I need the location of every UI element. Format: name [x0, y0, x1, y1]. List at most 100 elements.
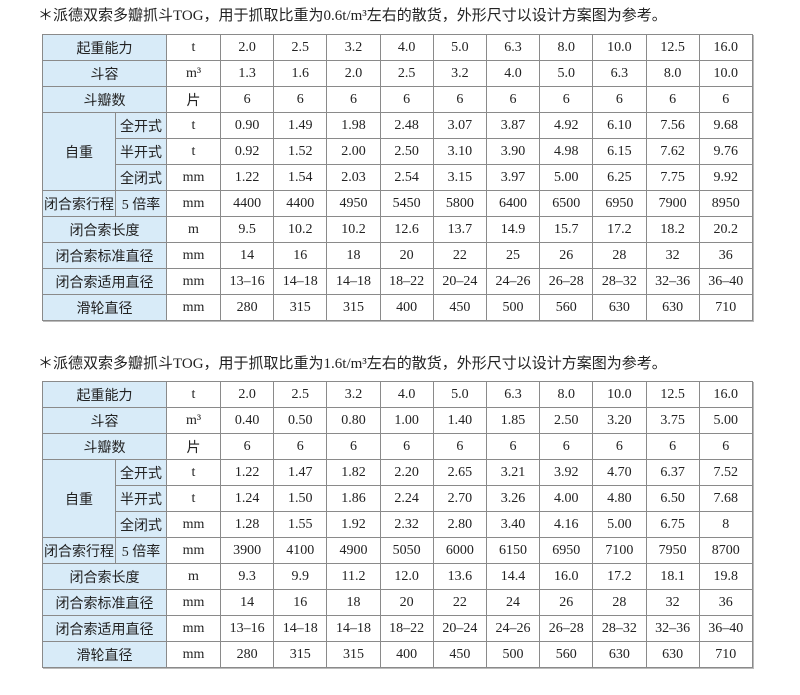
table-cell: 6 [326, 86, 381, 113]
table-cell: 16.0 [698, 34, 753, 61]
table-cell: 28 [592, 242, 647, 269]
table-cell: 4.00 [539, 485, 594, 512]
table-row: 起重能力 t 2.0 2.5 3.2 4.0 5.0 6.3 8.0 10.0 12.5 16.0 [42, 34, 753, 61]
table-cell: 0.92 [219, 138, 275, 165]
table-cell: 10.0 [592, 381, 647, 408]
table-cell: 10.0 [698, 60, 753, 87]
table-cell: 6 [379, 433, 434, 460]
table-cell: 7.75 [645, 164, 700, 191]
row-sublabel: 5 倍率 [115, 190, 167, 217]
row-unit: mm [166, 268, 221, 295]
table-row: 半开式 t 0.92 1.52 2.00 2.50 3.10 3.90 4.98 6.15 7.62… [43, 138, 753, 165]
row-unit: m³ [166, 407, 221, 434]
row-unit: mm [166, 589, 221, 616]
table-cell: 32 [645, 589, 700, 616]
table-cell: 32 [645, 242, 700, 269]
table-cell: 0.90 [219, 112, 275, 139]
table-cell: 710 [698, 294, 753, 321]
table-cell: 5.00 [698, 407, 753, 434]
table-cell: 36–40 [698, 615, 753, 642]
row-unit: t [166, 138, 221, 165]
table-cell: 24–26 [485, 268, 541, 295]
table-cell: 1.55 [273, 511, 328, 538]
row-label: 斗瓣数 [42, 433, 167, 460]
table-cell: 26–28 [539, 268, 594, 295]
table-cell: 2.0 [219, 381, 275, 408]
table-cell: 16.0 [539, 563, 594, 590]
table-cell: 5450 [379, 190, 434, 217]
table-cell: 6400 [485, 190, 541, 217]
table-cell: 6.25 [592, 164, 647, 191]
table-row: 全闭式 mm 1.28 1.55 1.92 2.32 2.80 3.40 4.16 5.00 6.7… [43, 511, 753, 538]
table-row: 闭合索长度 m 9.5 10.2 10.2 12.6 13.7 14.9 15.7 17.2 18.… [42, 216, 753, 243]
row-unit: mm [166, 511, 221, 538]
table-cell: 2.5 [379, 60, 434, 87]
table-cell: 18–22 [379, 268, 434, 295]
table-cell: 24–26 [485, 615, 541, 642]
table-cell: 1.50 [273, 485, 328, 512]
table-cell: 2.5 [273, 381, 328, 408]
table-cell: 6 [432, 86, 487, 113]
table-cell: 20 [379, 242, 434, 269]
table-cell: 8700 [698, 537, 753, 564]
table-cell: 6.10 [592, 112, 647, 139]
table-cell: 1.40 [432, 407, 487, 434]
table-cell: 710 [698, 641, 753, 668]
table-cell: 14–18 [273, 268, 328, 295]
table-cell: 6.75 [645, 511, 700, 538]
table-cell: 6950 [539, 537, 594, 564]
table-cell: 32–36 [645, 615, 700, 642]
table-cell: 3.10 [432, 138, 487, 165]
table-cell: 14.4 [485, 563, 541, 590]
table-cell: 630 [645, 294, 700, 321]
table-cell: 4400 [219, 190, 275, 217]
table-cell: 6 [698, 433, 753, 460]
table-cell: 2.48 [379, 112, 434, 139]
table-cell: 6000 [432, 537, 487, 564]
table-row: 半开式 t 1.24 1.50 1.86 2.24 2.70 3.26 4.00 4.80 6.50… [43, 485, 753, 512]
row-label: 滑轮直径 [42, 294, 167, 321]
row-label: 起重能力 [42, 34, 167, 61]
table-cell: 6 [645, 433, 700, 460]
row-sublabel: 全闭式 [115, 164, 167, 191]
row-label: 斗容 [42, 60, 167, 87]
row-unit: mm [166, 242, 221, 269]
table-cell: 20–24 [432, 615, 487, 642]
table-row: 闭合索适用直径 mm 13–16 14–18 14–18 18–22 20–24 24–26 2… [42, 615, 753, 642]
table-cell: 1.3 [219, 60, 275, 87]
table-cell: 2.24 [379, 485, 434, 512]
row-label: 闭合索适用直径 [42, 268, 167, 295]
table-cell: 3.40 [485, 511, 541, 538]
table-cell: 1.6 [273, 60, 328, 87]
table-cell: 0.40 [219, 407, 275, 434]
table-row: 闭合索行程 5 倍率 mm 4400 4400 4950 5450 5800 6400 6500 6… [42, 190, 753, 217]
table-cell: 12.5 [645, 381, 700, 408]
row-label: 滑轮直径 [42, 641, 167, 668]
table-cell: 26–28 [539, 615, 594, 642]
table-cell: 9.92 [698, 164, 753, 191]
table-cell: 6 [273, 433, 328, 460]
table-cell: 6 [645, 86, 700, 113]
table-cell: 1.47 [273, 459, 328, 486]
table-cell: 13–16 [219, 615, 275, 642]
row-unit: mm [166, 164, 221, 191]
table-cell: 560 [539, 641, 594, 668]
table-cell: 6 [592, 433, 647, 460]
table-cell: 5.0 [539, 60, 594, 87]
table-cell: 7950 [645, 537, 700, 564]
table-cell: 22 [432, 589, 487, 616]
table-cell: 3.97 [485, 164, 541, 191]
table-cell: 3.26 [485, 485, 541, 512]
table-cell: 6150 [485, 537, 541, 564]
table-cell: 9.3 [219, 563, 275, 590]
table-cell: 6 [273, 86, 328, 113]
table-cell: 8.0 [645, 60, 700, 87]
table-row: 斗容 m³ 1.3 1.6 2.0 2.5 3.2 4.0 5.0 6.3 8.0 10.0 [42, 60, 753, 87]
table-cell: 9.9 [273, 563, 328, 590]
table-cell: 6 [698, 86, 753, 113]
table-cell: 6 [326, 433, 381, 460]
table-note-1: ＊派德双索多瓣抓斗TOG，用于抓取比重为0.6t/m³左右的散货，外形尺寸以设计… [38, 8, 667, 24]
table-cell: 16 [273, 589, 328, 616]
table-cell: 36–40 [698, 268, 753, 295]
row-unit: t [166, 34, 221, 61]
